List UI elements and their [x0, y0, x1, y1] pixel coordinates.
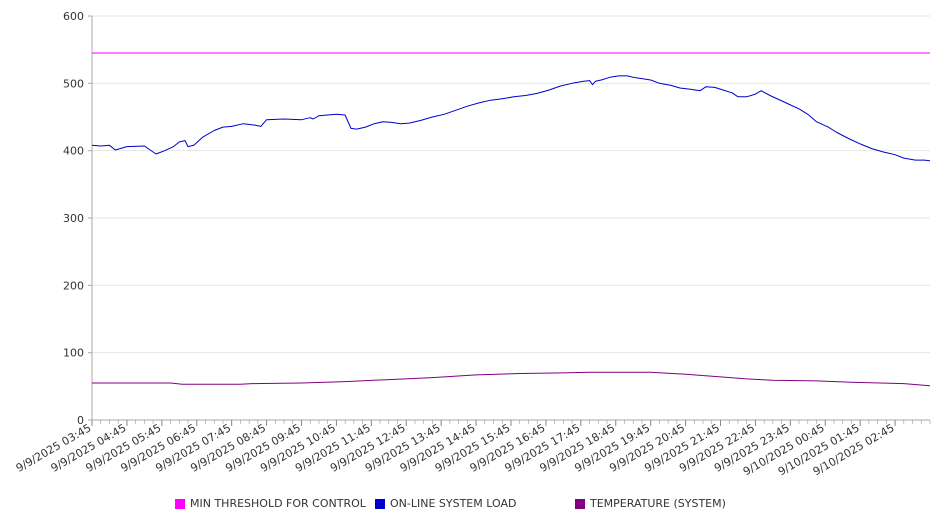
x-tick-labels: 9/9/2025 03:459/9/2025 04:459/9/2025 05:… — [14, 421, 897, 478]
y-tick-label: 400 — [63, 145, 84, 158]
legend: MIN THRESHOLD FOR CONTROL ON-LINE SYSTEM… — [0, 497, 946, 515]
legend-item-min-threshold: MIN THRESHOLD FOR CONTROL — [175, 497, 366, 510]
y-tick-labels: 0 100 200 300 400 500 600 — [63, 10, 84, 427]
y-tick-label: 200 — [63, 279, 84, 292]
legend-label-min-threshold: MIN THRESHOLD FOR CONTROL — [190, 497, 366, 510]
legend-item-temperature: TEMPERATURE (SYSTEM) — [575, 497, 726, 510]
y-tick-label: 0 — [77, 414, 84, 427]
legend-label-temperature: TEMPERATURE (SYSTEM) — [590, 497, 726, 510]
y-tick-label: 100 — [63, 347, 84, 360]
axes — [88, 15, 931, 426]
series-line-on-line-system-load — [91, 75, 931, 162]
y-tick-label: 500 — [63, 77, 84, 90]
legend-swatch-temperature — [575, 498, 585, 509]
legend-label-online-system-load: ON-LINE SYSTEM LOAD — [390, 497, 517, 510]
series-line-temperature-system — [92, 371, 931, 387]
legend-swatch-online-system-load — [375, 498, 385, 509]
series-lines — [91, 52, 931, 387]
y-tick-label: 600 — [63, 10, 84, 23]
legend-swatch-min-threshold — [175, 498, 185, 509]
legend-item-online-system-load: ON-LINE SYSTEM LOAD — [375, 497, 516, 510]
gridlines — [92, 15, 930, 354]
y-tick-label: 300 — [63, 212, 84, 225]
